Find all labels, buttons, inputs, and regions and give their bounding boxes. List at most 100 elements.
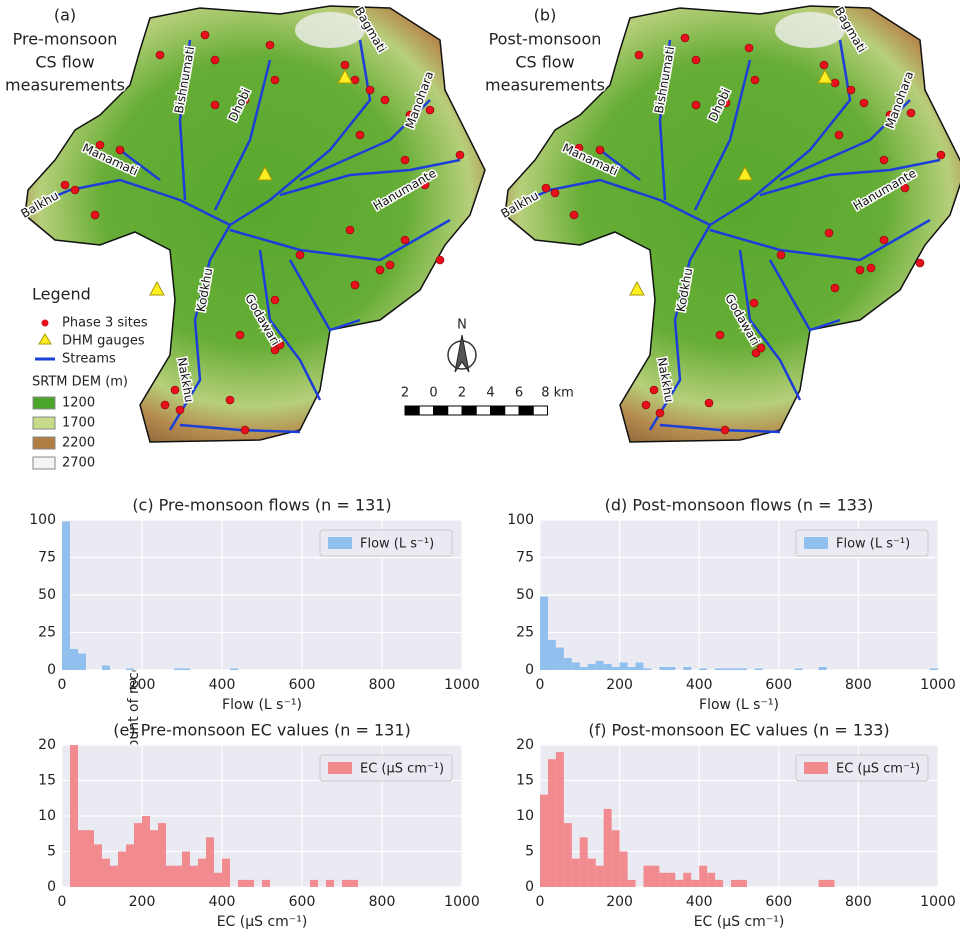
stream <box>768 259 841 332</box>
site <box>95 140 105 150</box>
bar <box>699 668 708 670</box>
stream <box>34 178 231 227</box>
site <box>756 343 766 353</box>
bar <box>214 872 222 887</box>
stream <box>258 249 322 401</box>
y-tick-label: 0 <box>47 879 56 895</box>
bar <box>310 879 318 887</box>
site <box>846 85 856 95</box>
scale-seg <box>504 405 520 416</box>
site <box>275 340 285 350</box>
x-tick-label: 0 <box>536 894 545 910</box>
bar <box>563 658 572 670</box>
bar <box>611 830 620 887</box>
site <box>400 155 410 165</box>
dem-label: 2700 <box>62 456 95 471</box>
map-caption: measurements <box>485 76 605 95</box>
stream <box>658 39 672 201</box>
x-tick-label: 600 <box>765 677 792 693</box>
site <box>345 225 355 235</box>
dem-swatch <box>32 436 56 450</box>
bar <box>723 668 732 670</box>
site <box>744 43 754 53</box>
site <box>155 50 165 60</box>
y-tick-label: 10 <box>516 808 534 824</box>
map-legend: Legend Phase 3 sites DHM gauges Streams SRTM… <box>32 285 148 471</box>
x-tick-label: 200 <box>129 894 156 910</box>
x-tick-label: 200 <box>129 677 156 693</box>
legend-swatch <box>804 537 828 549</box>
bar <box>246 879 254 887</box>
bar <box>174 668 182 670</box>
bar <box>166 865 174 887</box>
y-tick-label: 100 <box>29 512 56 528</box>
scale-seg <box>461 405 477 416</box>
bar <box>587 858 596 887</box>
bar <box>198 858 206 887</box>
site <box>365 85 375 95</box>
x-axis-label: EC (µS cm⁻¹) <box>217 914 308 930</box>
site <box>906 108 916 118</box>
site <box>240 95 250 105</box>
site <box>885 110 895 120</box>
site <box>634 50 644 60</box>
x-axis-label: Flow (L s⁻¹) <box>222 697 302 713</box>
map-caption: Post-monsoon <box>489 30 602 49</box>
scale-label: 8 km <box>541 386 574 401</box>
bar <box>238 879 246 887</box>
stream <box>599 149 641 181</box>
bar <box>230 668 238 670</box>
y-tick-label: 20 <box>38 737 56 753</box>
stream <box>229 218 451 262</box>
legend-swatch <box>328 537 352 549</box>
gauge <box>257 165 273 181</box>
scale-seg <box>447 405 463 416</box>
bar <box>206 837 214 887</box>
bar <box>611 667 620 670</box>
dem-label: 1200 <box>62 396 95 411</box>
bar <box>643 865 652 887</box>
site <box>900 183 910 193</box>
x-tick-label: 800 <box>845 677 872 693</box>
scale-seg <box>418 405 434 416</box>
site <box>691 55 701 65</box>
x-tick-label: 600 <box>289 677 316 693</box>
stream <box>288 259 361 332</box>
dem-swatch <box>32 416 56 430</box>
bar <box>651 865 660 887</box>
site <box>115 145 125 155</box>
stream <box>229 39 372 227</box>
chart-title: (d) Post-monsoon flows (n = 133) <box>605 496 874 515</box>
bar <box>635 662 644 670</box>
legend-box <box>795 529 929 557</box>
bar <box>78 653 86 670</box>
y-tick-label: 50 <box>38 587 56 603</box>
bar <box>826 879 835 887</box>
gauge <box>817 68 833 84</box>
bar <box>683 667 692 670</box>
scale-seg <box>404 405 420 416</box>
bar <box>190 865 198 887</box>
stream <box>659 423 781 434</box>
bar <box>118 851 126 887</box>
bar <box>182 851 190 887</box>
x-tick-label: 0 <box>58 894 67 910</box>
y-tick-label: 0 <box>525 879 534 895</box>
bar <box>619 851 628 887</box>
legend-label: Flow (L s⁻¹) <box>836 537 910 552</box>
site <box>385 260 395 270</box>
bar <box>603 808 612 887</box>
high-relief <box>295 12 365 48</box>
bar <box>794 668 803 670</box>
legend-box <box>319 754 453 782</box>
bar <box>754 668 763 670</box>
site <box>225 395 235 405</box>
stream <box>179 423 301 434</box>
site <box>749 298 759 308</box>
gauge <box>337 68 353 84</box>
bar <box>739 668 747 670</box>
site <box>721 98 731 108</box>
